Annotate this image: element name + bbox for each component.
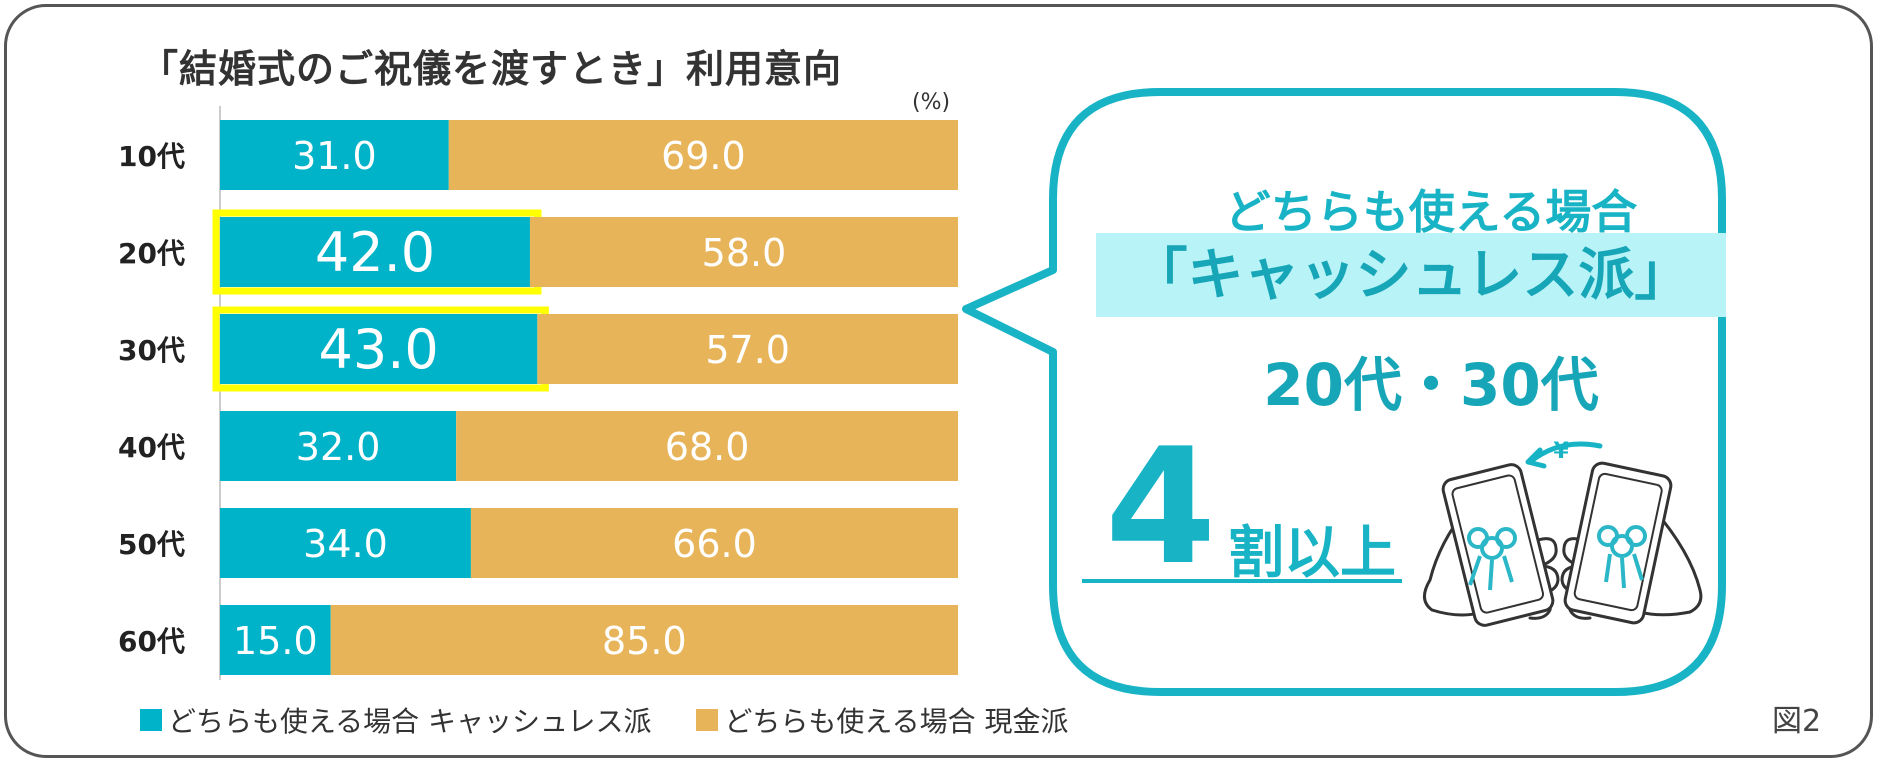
yen-symbol: ¥: [1553, 439, 1569, 464]
figure-label: 図2: [1772, 704, 1822, 739]
chart-title: 「結婚式のご祝儀を渡すとき」利用意向: [140, 47, 843, 91]
bar-cash: [330, 605, 958, 675]
bar-cashless: [220, 411, 457, 481]
data-label-cashless: 31.0: [292, 134, 377, 178]
data-label-cashless: 34.0: [303, 522, 388, 566]
data-label-cashless: 42.0: [315, 221, 435, 284]
callout-line3: 20代・30代: [1263, 351, 1599, 419]
category-label: 10代: [118, 140, 185, 173]
category-label: 40代: [118, 431, 185, 464]
data-label-cash: 68.0: [665, 425, 750, 469]
callout-highlight-band: [1096, 233, 1726, 317]
category-label: 30代: [118, 334, 185, 367]
bar-cashless: [220, 314, 538, 384]
data-label-cash: 69.0: [661, 134, 746, 178]
callout-underline: [1082, 579, 1402, 583]
legend-item-cash: どちらも使える場合 現金派: [696, 700, 1068, 740]
data-label-cashless: 32.0: [296, 425, 381, 469]
mizuhiki-knot-right-icon: [1597, 525, 1647, 589]
legend-swatch-cash: [696, 709, 719, 731]
bar-cashless: [220, 508, 471, 578]
bar-cashless: [220, 120, 449, 190]
data-label-cash: 66.0: [672, 522, 757, 566]
callout-line1: どちらも使える場合: [1224, 185, 1638, 239]
callout-number: 4: [1105, 413, 1217, 600]
data-label-cashless: 15.0: [233, 619, 318, 663]
unit-label: (%): [912, 90, 951, 115]
callout-line2: 「キャッシュレス派」: [1131, 243, 1691, 308]
callout-suffix: 割以上: [1228, 521, 1396, 586]
data-label-cashless: 43.0: [319, 318, 439, 381]
mizuhiki-knot-left-icon: [1467, 527, 1517, 591]
data-label-cash: 58.0: [702, 231, 787, 275]
legend-swatch-cashless: [140, 709, 162, 731]
bar-cashless: [220, 217, 530, 287]
category-label: 60代: [118, 625, 185, 658]
bar-cashless: [220, 605, 331, 675]
bar-cash: [537, 314, 958, 384]
category-label: 20代: [118, 237, 185, 270]
legend-label-cashless: どちらも使える場合 キャッシュレス派: [168, 705, 652, 738]
legend: どちらも使える場合 キャッシュレス派 どちらも使える場合 現金派: [140, 700, 1104, 740]
bar-cash: [470, 508, 958, 578]
category-label: 50代: [118, 528, 185, 561]
stacked-bar-chart: 10代 31.0 69.0 20代 42.0 58.0 30代 43.0 57.0 40代 32.0…: [118, 106, 958, 680]
data-label-cash: 57.0: [705, 328, 790, 372]
bar-cash: [448, 120, 958, 190]
bar-cash: [529, 217, 958, 287]
legend-label-cash: どちらも使える場合 現金派: [724, 705, 1069, 738]
legend-item-cashless: どちらも使える場合 キャッシュレス派: [140, 700, 652, 740]
bar-cash: [456, 411, 958, 481]
data-label-cash: 85.0: [602, 619, 687, 663]
